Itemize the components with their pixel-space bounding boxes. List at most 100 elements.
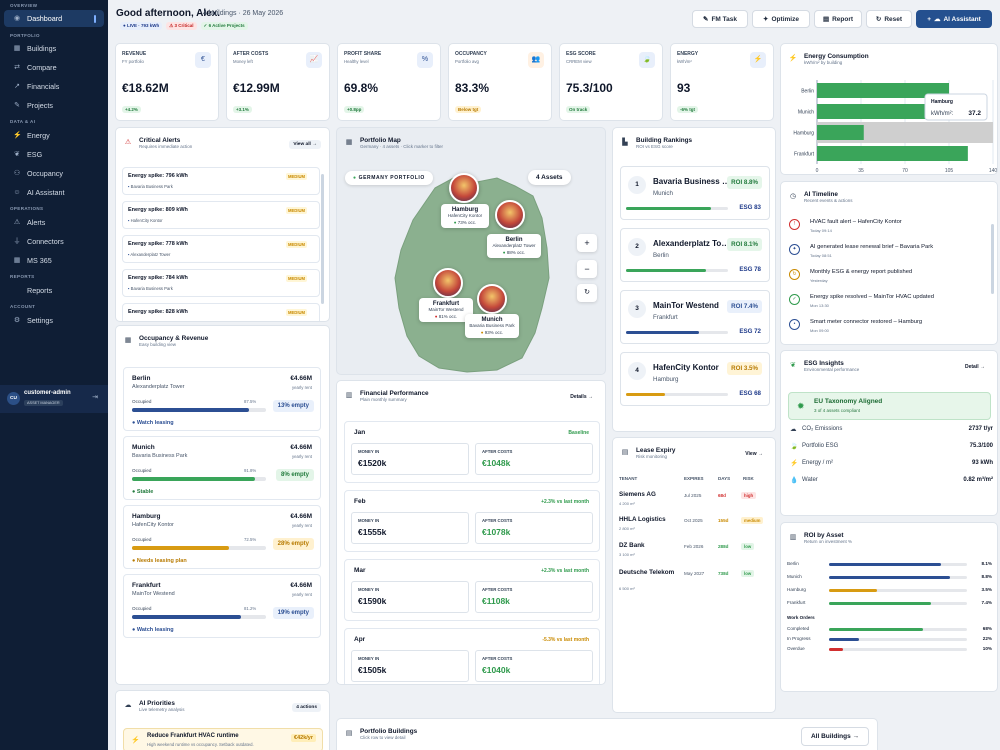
clock-icon: ◷ — [789, 193, 797, 200]
esg-score: ESG 68 — [739, 390, 761, 397]
refresh-map-button[interactable]: ↻ — [577, 284, 597, 302]
sidebar-item-buildings[interactable]: ▦ Buildings — [4, 40, 104, 57]
all-buildings-button[interactable]: All Buildings → — [800, 727, 869, 746]
alert-item[interactable]: Energy spike: 828 kWh MEDIUM — [122, 303, 320, 321]
sidebar-item-ai-assistant[interactable]: ☺ AI Assistant — [4, 184, 104, 201]
ranking-item[interactable]: 4 HafenCity Kontor Hamburg ROI 3.5% ESG 68 — [620, 352, 770, 406]
occupancy-item[interactable]: Berlin Alexanderplatz Tower €4.66M yearly r… — [123, 367, 321, 431]
bar-berlin[interactable] — [817, 83, 949, 98]
wrench-icon: ✎ — [703, 16, 709, 23]
x-tick-label: 35 — [858, 168, 864, 174]
ranking-item[interactable]: 2 Alexanderplatz Tower Berlin ROI 8.1% ESG 7… — [620, 228, 770, 282]
alert-item[interactable]: Energy spike: 778 kWh ▪ Alexanderplatz To… — [122, 235, 320, 263]
kpi-value: €12.99M — [233, 81, 280, 95]
timeline-text: Smart meter connector restored – Hamburg — [810, 319, 923, 325]
details-link[interactable]: Details → — [570, 394, 593, 400]
roi-card: ▥ ROI by Asset Return on investment % Berl… — [780, 522, 998, 692]
sidebar-item-connectors[interactable]: ⏚ Connectors — [4, 233, 104, 250]
month-row[interactable]: Jan Baseline MONEY IN €1520k AFTER COSTS €104… — [344, 421, 600, 483]
report-button[interactable]: ▤ Report — [814, 10, 862, 28]
kpi-label: AFTER COSTS — [233, 51, 269, 57]
kpi-card[interactable]: PROFIT SHARE Healthy level 69.8%% +0.8pp — [337, 43, 441, 121]
marker-label[interactable]: Munich Bavaria Business Park ● 93% occ. — [465, 314, 519, 338]
card-subtitle: Risk monitoring — [636, 454, 668, 459]
lease-row[interactable]: HHLA Logistics 2 800 m² Oct 2025 155d medium — [613, 516, 775, 538]
sidebar-item-occupancy[interactable]: ⚇ Occupancy — [4, 165, 104, 182]
map-marker[interactable] — [449, 173, 479, 203]
view-link[interactable]: View → — [745, 451, 763, 457]
zoom-out-button[interactable]: − — [577, 260, 597, 278]
alert-item[interactable]: Energy spike: 796 kWh ▪ Bavaria Business … — [122, 167, 320, 195]
sidebar-item-energy[interactable]: ⚡ Energy — [4, 127, 104, 144]
ranking-item[interactable]: 3 MainTor Westend Frankfurt ROI 7.4% ESG 72 — [620, 290, 770, 344]
ai-assistant-button[interactable]: + ☁ AI Assistant — [916, 10, 992, 28]
sidebar-item-ms365[interactable]: ▦ MS 365 — [4, 252, 104, 269]
sidebar-item-settings[interactable]: ⚙ Settings — [4, 312, 104, 329]
sidebar-item-compare[interactable]: ⇄ Compare — [4, 59, 104, 76]
marker-label[interactable]: Berlin Alexanderplatz Tower ● 88% occ. — [487, 234, 541, 258]
plus-icon: + — [927, 15, 931, 23]
marker-label[interactable]: Frankfurt MainTor Westend ● 81% occ. — [419, 298, 473, 322]
month-row[interactable]: Feb +2.3% vs last month MONEY IN €1555k AFTE… — [344, 490, 600, 552]
user-panel[interactable]: CU customer-admin ASSET MANAGER ⇥ — [0, 385, 108, 413]
roi-row-value: 10% — [982, 646, 992, 651]
days: 288d — [718, 544, 729, 549]
fm-task-button[interactable]: ✎ FM Task — [692, 10, 748, 28]
expires: Feb 2026 — [684, 544, 704, 549]
status-text: ● Watch leasing — [132, 420, 174, 426]
optimize-button[interactable]: ✦ Optimize — [752, 10, 810, 28]
lightning-icon: ⚡ — [788, 55, 798, 62]
month-row[interactable]: Mar +2.3% vs last month MONEY IN €1590k AFTE… — [344, 559, 600, 621]
logout-icon[interactable]: ⇥ — [92, 394, 98, 401]
detail-link[interactable]: Detail → — [964, 364, 985, 370]
occupancy-item[interactable]: Hamburg HafenCity Kontor €4.66M yearly rent… — [123, 505, 321, 569]
money-in-box: MONEY IN €1520k — [351, 443, 469, 475]
timeline-item[interactable]: ! HVAC fault alert – HafenCity Kontor Toda… — [787, 218, 992, 240]
kpi-card[interactable]: OCCUPANCY Portfolio avg 83.3% 👥 Below tgt — [448, 43, 552, 121]
sidebar-item-financials[interactable]: ↗ Financials — [4, 78, 104, 95]
plug-icon: ⏚ — [13, 237, 21, 245]
sidebar-item-esg[interactable]: ❦ ESG — [4, 146, 104, 163]
timeline-item[interactable]: ✓ Energy spike resolved – MainTor HVAC up… — [787, 293, 992, 315]
kpi-card[interactable]: REVENUE FY portfolio €18.62M € +4.2% — [115, 43, 219, 121]
alert-item[interactable]: Energy spike: 784 kWh ▪ Bavaria Business … — [122, 269, 320, 297]
card-title: Energy Consumption — [804, 53, 869, 60]
map-marker[interactable] — [477, 284, 507, 314]
occupancy-item[interactable]: Frankfurt MainTor Westend €4.66M yearly ren… — [123, 574, 321, 638]
kpi-icon: % — [417, 52, 433, 68]
zoom-in-button[interactable]: + — [577, 234, 597, 252]
map-marker[interactable] — [495, 200, 525, 230]
building-city: Hamburg — [653, 376, 679, 383]
bar-hamburg[interactable] — [817, 125, 864, 140]
timeline-item[interactable]: ✦ AI generated lease renewal brief – Bava… — [787, 243, 992, 265]
bar-frankfurt[interactable] — [817, 146, 968, 161]
kpi-card[interactable]: ENERGY kWh/m² 93 ⚡ -6% tgt — [670, 43, 774, 121]
view-all-button[interactable]: View all → — [289, 140, 321, 149]
reset-button[interactable]: ↻ Reset — [866, 10, 912, 28]
alert-item[interactable]: Energy spike: 809 kWh ▪ HafenCity Kontor M… — [122, 201, 320, 229]
month-row[interactable]: Apr -5.3% vs last month MONEY IN €1505k AFTE… — [344, 628, 600, 684]
lease-row[interactable]: Deutsche Telekom 6 500 m² May 2027 738d low — [613, 569, 775, 591]
timeline-item[interactable]: • Smart meter connector restored – Hambur… — [787, 318, 992, 340]
lease-row[interactable]: Siemens AG 4 200 m² Jul 2025 68d high — [613, 491, 775, 513]
ai-timeline-card: ◷ AI Timeline Recent events & actions ! HVA… — [780, 181, 998, 345]
marker-label[interactable]: Hamburg HafenCity Kontor ● 73% occ. — [441, 204, 489, 228]
scrollbar[interactable] — [991, 224, 994, 294]
map-marker[interactable] — [433, 268, 463, 298]
energy-chart[interactable]: 0 35 70 105 140 Berlin Munich Hamburg Frankfurt H… — [781, 74, 998, 175]
occupancy-item[interactable]: Munich Bavaria Business Park €4.66M yearly … — [123, 436, 321, 500]
kpi-card[interactable]: AFTER COSTS Money left €12.99M 📈 +3.1% — [226, 43, 330, 121]
sidebar-item-alerts[interactable]: ⚠ Alerts — [4, 214, 104, 231]
scrollbar[interactable] — [321, 174, 324, 304]
sidebar-item-projects[interactable]: ✎ Projects — [4, 97, 104, 114]
timeline-item[interactable]: ↻ Monthly ESG & energy report published Ye… — [787, 268, 992, 290]
lease-row[interactable]: DZ Bank 3 100 m² Feb 2026 288d low — [613, 542, 775, 564]
sidebar-item-reports[interactable]: Reports — [4, 282, 104, 299]
money-in-label: MONEY IN — [358, 449, 380, 454]
priority-item[interactable]: ⚡ Reduce Frankfurt HVAC runtime High wee… — [123, 728, 323, 750]
kpi-card[interactable]: ESG SCORE CRREM view 75.3/100 🍃 On track — [559, 43, 663, 121]
timeline-time: Mon 13:30 — [810, 303, 829, 308]
card-title: ROI by Asset — [804, 532, 844, 539]
sidebar-item-dashboard[interactable]: ◉ Dashboard — [4, 10, 104, 27]
ranking-item[interactable]: 1 Bavaria Business Park Munich ROI 8.8% ESG … — [620, 166, 770, 220]
